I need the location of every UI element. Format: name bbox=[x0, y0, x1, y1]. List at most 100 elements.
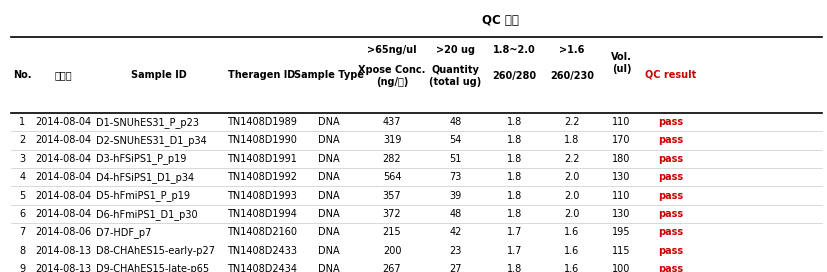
Text: Xpose Conc.
(ng/㎡): Xpose Conc. (ng/㎡) bbox=[358, 65, 426, 87]
Text: pass: pass bbox=[657, 135, 683, 146]
Text: 2.0: 2.0 bbox=[564, 191, 580, 201]
Text: >20 ug: >20 ug bbox=[436, 45, 475, 55]
Text: 1.7: 1.7 bbox=[506, 227, 522, 237]
Text: Quantity
(total ug): Quantity (total ug) bbox=[429, 65, 482, 87]
Text: 48: 48 bbox=[450, 209, 461, 219]
Text: 195: 195 bbox=[612, 227, 631, 237]
Text: 2.0: 2.0 bbox=[564, 172, 580, 182]
Text: 200: 200 bbox=[383, 246, 401, 256]
Text: D5-hFmiPS1_P_p19: D5-hFmiPS1_P_p19 bbox=[97, 190, 190, 201]
Text: >1.6: >1.6 bbox=[559, 45, 585, 55]
Text: 8: 8 bbox=[19, 246, 25, 256]
Text: 7: 7 bbox=[19, 227, 26, 237]
Text: 1.8~2.0: 1.8~2.0 bbox=[493, 45, 536, 55]
Text: D4-hFSiPS1_D1_p34: D4-hFSiPS1_D1_p34 bbox=[97, 172, 194, 183]
Text: 2.2: 2.2 bbox=[564, 154, 580, 164]
Text: 100: 100 bbox=[612, 264, 631, 272]
Text: pass: pass bbox=[657, 117, 683, 127]
Text: 2014-08-04: 2014-08-04 bbox=[36, 154, 92, 164]
Text: 215: 215 bbox=[383, 227, 401, 237]
Text: TN1408D1992: TN1408D1992 bbox=[227, 172, 297, 182]
Text: 27: 27 bbox=[449, 264, 461, 272]
Text: 267: 267 bbox=[383, 264, 401, 272]
Text: 437: 437 bbox=[383, 117, 401, 127]
Text: 130: 130 bbox=[612, 172, 631, 182]
Text: 1.8: 1.8 bbox=[507, 209, 522, 219]
Text: 2014-08-04: 2014-08-04 bbox=[36, 135, 92, 146]
Text: 2014-08-04: 2014-08-04 bbox=[36, 209, 92, 219]
Text: 2014-08-13: 2014-08-13 bbox=[36, 264, 92, 272]
Text: No.: No. bbox=[13, 70, 31, 80]
Text: 282: 282 bbox=[383, 154, 401, 164]
Text: 의렌일: 의렌일 bbox=[55, 70, 72, 80]
Text: D2-SNUhES31_D1_p34: D2-SNUhES31_D1_p34 bbox=[97, 135, 208, 146]
Text: Sample Type: Sample Type bbox=[294, 70, 364, 80]
Text: pass: pass bbox=[657, 172, 683, 182]
Text: DNA: DNA bbox=[318, 117, 340, 127]
Text: DNA: DNA bbox=[318, 191, 340, 201]
Text: 319: 319 bbox=[383, 135, 401, 146]
Text: TN1408D1993: TN1408D1993 bbox=[227, 191, 297, 201]
Text: DNA: DNA bbox=[318, 172, 340, 182]
Text: 5: 5 bbox=[19, 191, 26, 201]
Text: 1.8: 1.8 bbox=[507, 191, 522, 201]
Text: 23: 23 bbox=[449, 246, 461, 256]
Text: 180: 180 bbox=[612, 154, 631, 164]
Text: 564: 564 bbox=[383, 172, 401, 182]
Text: TN1408D1989: TN1408D1989 bbox=[227, 117, 297, 127]
Text: Theragen ID: Theragen ID bbox=[228, 70, 295, 80]
Text: TN1408D2160: TN1408D2160 bbox=[227, 227, 297, 237]
Text: 39: 39 bbox=[450, 191, 461, 201]
Text: TN1408D2433: TN1408D2433 bbox=[227, 246, 297, 256]
Text: TN1408D2434: TN1408D2434 bbox=[227, 264, 297, 272]
Text: 1.8: 1.8 bbox=[507, 172, 522, 182]
Text: 1.6: 1.6 bbox=[564, 246, 580, 256]
Text: 3: 3 bbox=[19, 154, 25, 164]
Text: 48: 48 bbox=[450, 117, 461, 127]
Text: pass: pass bbox=[657, 227, 683, 237]
Text: D6-hFmiPS1_D1_p30: D6-hFmiPS1_D1_p30 bbox=[97, 209, 198, 220]
Text: 110: 110 bbox=[612, 191, 631, 201]
Text: pass: pass bbox=[657, 246, 683, 256]
Text: 2014-08-04: 2014-08-04 bbox=[36, 117, 92, 127]
Text: 6: 6 bbox=[19, 209, 25, 219]
Text: 260/230: 260/230 bbox=[550, 71, 594, 81]
Text: Vol.
(ul): Vol. (ul) bbox=[611, 52, 632, 74]
Text: 73: 73 bbox=[449, 172, 461, 182]
Text: 1: 1 bbox=[19, 117, 25, 127]
Text: 51: 51 bbox=[449, 154, 461, 164]
Text: 110: 110 bbox=[612, 117, 631, 127]
Text: 2014-08-04: 2014-08-04 bbox=[36, 172, 92, 182]
Text: 1.6: 1.6 bbox=[564, 227, 580, 237]
Text: 9: 9 bbox=[19, 264, 25, 272]
Text: QC 결과: QC 결과 bbox=[482, 14, 519, 27]
Text: 357: 357 bbox=[383, 191, 401, 201]
Text: 115: 115 bbox=[612, 246, 631, 256]
Text: 2014-08-04: 2014-08-04 bbox=[36, 191, 92, 201]
Text: 1.8: 1.8 bbox=[507, 154, 522, 164]
Text: 1.8: 1.8 bbox=[564, 135, 580, 146]
Text: 2: 2 bbox=[19, 135, 26, 146]
Text: 1.6: 1.6 bbox=[564, 264, 580, 272]
Text: pass: pass bbox=[657, 264, 683, 272]
Text: 54: 54 bbox=[449, 135, 461, 146]
Text: 1.8: 1.8 bbox=[507, 135, 522, 146]
Text: 170: 170 bbox=[612, 135, 631, 146]
Text: 260/280: 260/280 bbox=[492, 71, 536, 81]
Text: TN1408D1994: TN1408D1994 bbox=[227, 209, 297, 219]
Text: 1.8: 1.8 bbox=[507, 117, 522, 127]
Text: 1.7: 1.7 bbox=[506, 246, 522, 256]
Text: D1-SNUhES31_P_p23: D1-SNUhES31_P_p23 bbox=[97, 117, 199, 128]
Text: D3-hFSiPS1_P_p19: D3-hFSiPS1_P_p19 bbox=[97, 153, 187, 164]
Text: pass: pass bbox=[657, 154, 683, 164]
Text: 2.2: 2.2 bbox=[564, 117, 580, 127]
Text: DNA: DNA bbox=[318, 209, 340, 219]
Text: DNA: DNA bbox=[318, 227, 340, 237]
Text: D8-CHAhES15-early-p27: D8-CHAhES15-early-p27 bbox=[97, 246, 216, 256]
Text: 130: 130 bbox=[612, 209, 631, 219]
Text: DNA: DNA bbox=[318, 135, 340, 146]
Text: pass: pass bbox=[657, 191, 683, 201]
Text: 1.8: 1.8 bbox=[507, 264, 522, 272]
Text: 2014-08-13: 2014-08-13 bbox=[36, 246, 92, 256]
Text: DNA: DNA bbox=[318, 246, 340, 256]
